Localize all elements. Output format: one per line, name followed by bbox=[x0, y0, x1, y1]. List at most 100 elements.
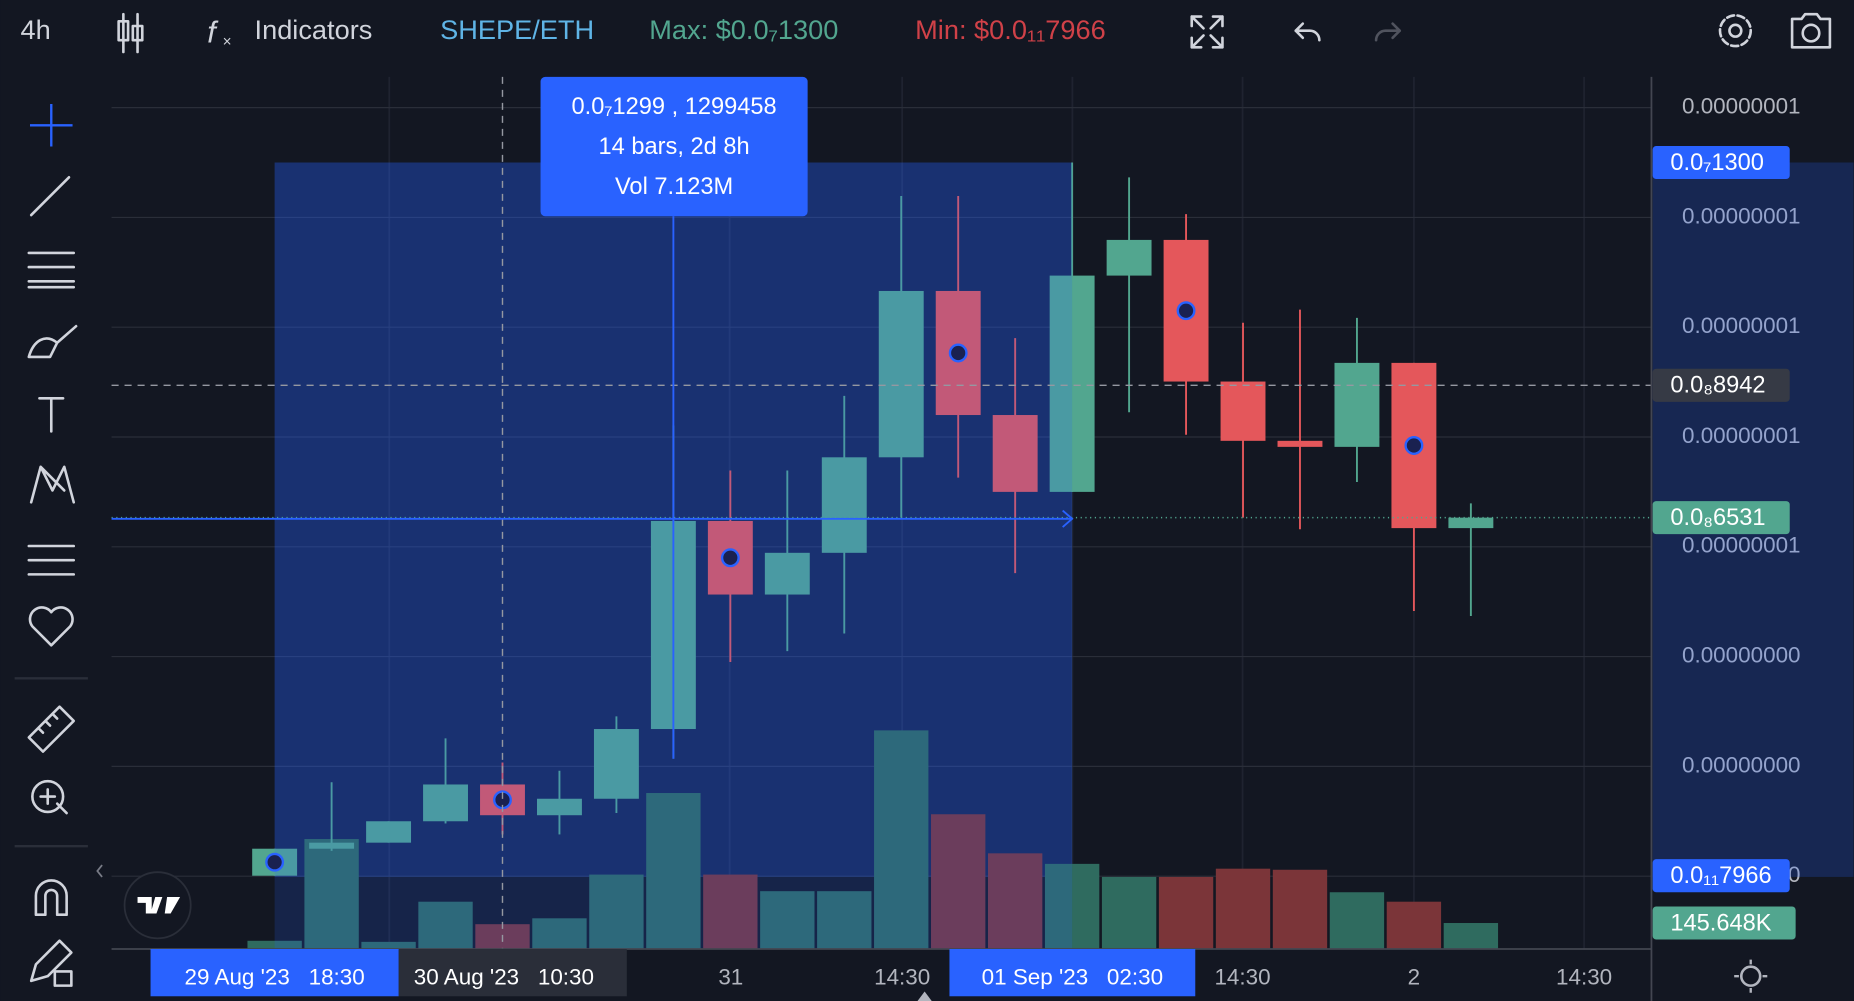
volume-bar bbox=[987, 853, 1043, 949]
volume-bar bbox=[1329, 892, 1385, 949]
price-badge-label: 0.0₇1300 bbox=[1670, 150, 1764, 176]
volume-bar bbox=[304, 839, 359, 949]
ruler-tool[interactable] bbox=[27, 705, 76, 753]
icon bbox=[1739, 965, 1762, 987]
candle-body bbox=[1334, 362, 1380, 447]
volume-bar bbox=[1272, 869, 1328, 949]
y-tick-label: 0.00000001 bbox=[1682, 94, 1801, 119]
x-axis-label: 2 bbox=[1408, 964, 1420, 989]
crosshair-tool[interactable] bbox=[29, 104, 73, 147]
zoom-tool[interactable] bbox=[39, 788, 68, 815]
time-badge bbox=[398, 949, 627, 997]
screenshot-button[interactable] bbox=[1790, 12, 1832, 49]
candle-body bbox=[309, 842, 355, 849]
trend-line-tool[interactable] bbox=[29, 175, 71, 217]
x-axis-label: 30 Aug '23 10:30 bbox=[414, 964, 594, 989]
candle-body bbox=[423, 784, 468, 822]
text-tool[interactable] bbox=[38, 396, 65, 433]
brush-tool[interactable] bbox=[27, 324, 78, 359]
time-badge bbox=[150, 949, 399, 997]
icon bbox=[1790, 12, 1832, 49]
trade-marker bbox=[1404, 436, 1424, 455]
x-axis-label: 14:30 bbox=[1556, 964, 1612, 989]
y-tick-label: 0.00000000 bbox=[1682, 752, 1801, 777]
price-badge bbox=[1652, 145, 1790, 180]
price-badge bbox=[1652, 859, 1790, 893]
icon bbox=[1718, 14, 1753, 48]
volume-bar bbox=[1443, 923, 1499, 949]
symbol[interactable]: SHEPE/ETH bbox=[440, 14, 594, 45]
max-price: Max: $0.0₇1300 bbox=[649, 14, 838, 45]
trade-marker bbox=[265, 852, 285, 872]
candle-body bbox=[821, 457, 867, 553]
x-axis-label: 31 bbox=[718, 964, 743, 989]
drawing-toolbar bbox=[14, 104, 103, 987]
volume-bar bbox=[874, 730, 929, 949]
interval-button[interactable]: 4h bbox=[21, 14, 51, 45]
measure-text: 0.0₇1299 , 1299458 bbox=[571, 94, 776, 120]
trade-marker bbox=[948, 343, 968, 363]
trade-marker bbox=[720, 548, 740, 568]
volume-bar bbox=[1101, 876, 1157, 949]
x-axis-label: 14:30 bbox=[1214, 964, 1270, 989]
lock-tool[interactable] bbox=[29, 939, 73, 987]
candle-body bbox=[878, 290, 924, 458]
measure-text: 14 bars, 2d 8h bbox=[599, 134, 750, 160]
volume-bar bbox=[532, 918, 587, 949]
candle-body bbox=[593, 729, 639, 799]
axis-settings-button[interactable] bbox=[1734, 959, 1768, 993]
candle-body bbox=[537, 798, 582, 816]
candle-body bbox=[764, 552, 810, 595]
time-badge bbox=[949, 949, 1196, 997]
y-tick-label: 0.00000001 bbox=[1682, 423, 1801, 448]
candle-body bbox=[1448, 517, 1494, 529]
candle-body bbox=[1277, 440, 1323, 447]
candle-body bbox=[1220, 381, 1266, 441]
icon bbox=[1728, 23, 1743, 38]
favorites-tool[interactable] bbox=[28, 606, 74, 647]
prediction-tool[interactable] bbox=[27, 544, 76, 576]
volume-bar bbox=[247, 940, 302, 949]
volume-bar bbox=[1044, 863, 1100, 949]
redo-button[interactable] bbox=[1374, 22, 1402, 42]
volume-badge bbox=[1652, 906, 1796, 940]
volume-bar bbox=[1386, 901, 1442, 949]
candle-body bbox=[992, 415, 1038, 492]
scroll-handle[interactable] bbox=[917, 991, 932, 1001]
x-axis-label: 14:30 bbox=[874, 964, 930, 989]
candle-type-icon[interactable] bbox=[117, 12, 144, 54]
measure-tooltip bbox=[540, 76, 808, 217]
volume-bar bbox=[1158, 876, 1214, 949]
pattern-tool[interactable] bbox=[29, 465, 76, 504]
price-badge bbox=[1652, 501, 1790, 535]
magnet-tool[interactable] bbox=[34, 879, 68, 917]
undo-button[interactable] bbox=[1294, 22, 1321, 42]
fib-tool[interactable] bbox=[27, 251, 76, 289]
volume-bar bbox=[931, 814, 986, 949]
volume-bar bbox=[589, 874, 644, 949]
volume-bar bbox=[361, 941, 416, 949]
icon bbox=[1801, 23, 1821, 43]
candle-body bbox=[1106, 239, 1152, 276]
fullscreen-button[interactable] bbox=[1190, 15, 1224, 49]
y-tick-label: 0.00000001 bbox=[1682, 203, 1801, 228]
price-badge-label: 0.0₁₁7966 bbox=[1670, 863, 1771, 889]
volume-bar bbox=[1215, 868, 1271, 949]
y-tick-label: 0.00000001 bbox=[1682, 313, 1801, 338]
measure-arrowhead bbox=[1062, 509, 1074, 528]
price-badge bbox=[1652, 368, 1790, 402]
x-axis-label: 01 Sep '23 02:30 bbox=[982, 964, 1163, 989]
volume-badge-label: 145.648K bbox=[1670, 910, 1771, 936]
collapse-button[interactable] bbox=[96, 864, 103, 878]
tradingview-logo[interactable] bbox=[123, 871, 192, 940]
volume-bar bbox=[646, 793, 701, 949]
volume-bar bbox=[760, 891, 815, 949]
settings-button[interactable] bbox=[1718, 14, 1753, 48]
volume-bar bbox=[703, 874, 758, 949]
y-tick-label: 0.00000000 bbox=[1682, 643, 1801, 668]
indicators-button[interactable]: Indicators bbox=[255, 14, 373, 45]
icon bbox=[117, 12, 144, 54]
price-badge-label: 0.0₈8942 bbox=[1670, 373, 1765, 399]
